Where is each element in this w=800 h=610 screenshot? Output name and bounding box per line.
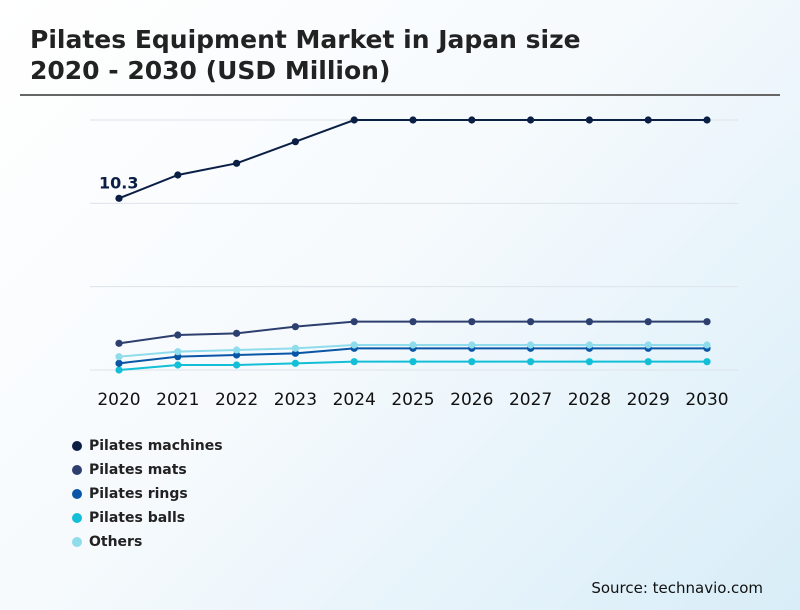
data-point	[174, 171, 182, 179]
data-point	[291, 359, 299, 367]
data-point	[291, 323, 299, 331]
data-point	[644, 341, 652, 349]
data-point	[350, 341, 358, 349]
data-point	[115, 359, 123, 367]
x-tick-label: 2025	[391, 390, 434, 410]
x-tick-label: 2020	[97, 390, 140, 410]
data-point	[703, 341, 711, 349]
data-point	[174, 331, 182, 339]
legend-item: Pilates mats	[72, 458, 223, 482]
chart-legend: Pilates machines Pilates mats Pilates ring…	[72, 434, 223, 554]
data-point	[174, 348, 182, 356]
data-point	[468, 358, 476, 366]
title-divider	[20, 94, 780, 96]
data-point	[585, 358, 594, 366]
data-point	[291, 349, 299, 357]
data-point	[527, 358, 535, 366]
data-point	[233, 329, 241, 337]
legend-marker-icon	[72, 537, 82, 547]
data-point	[644, 358, 652, 366]
line-chart: 2020 2021 2022 2023 2024 2025 2026 2027 2028 2029…	[90, 116, 738, 410]
x-tick-label: 2024	[333, 390, 376, 410]
legend-item: Pilates rings	[72, 482, 223, 506]
data-point	[115, 353, 123, 361]
data-point	[115, 339, 123, 347]
x-tick-label: 2028	[568, 390, 611, 410]
data-point	[527, 341, 535, 349]
data-point	[174, 353, 182, 361]
series-line	[118, 119, 707, 200]
data-point	[585, 318, 594, 326]
legend-marker-icon	[72, 513, 82, 523]
x-tick-label: 2021	[156, 390, 199, 410]
data-point	[350, 318, 358, 326]
data-point	[585, 116, 594, 124]
x-tick-label: 2030	[685, 390, 728, 410]
data-point	[291, 344, 299, 352]
legend-label: Pilates machines	[89, 438, 223, 454]
legend-item: Pilates balls	[72, 506, 223, 530]
data-point	[585, 341, 594, 349]
legend-label: Others	[89, 534, 143, 550]
x-tick-label: 2027	[509, 390, 552, 410]
data-point	[409, 358, 417, 366]
data-point	[644, 116, 652, 124]
x-tick-label: 2026	[450, 390, 493, 410]
data-point	[644, 318, 652, 326]
data-point	[703, 358, 711, 366]
data-point	[468, 318, 476, 326]
data-point	[703, 318, 711, 326]
source-credit: Source: technavio.com	[591, 579, 763, 597]
title-line-2: 2020 - 2030 (USD Million)	[30, 56, 391, 85]
legend-item: Others	[72, 530, 223, 554]
legend-marker-icon	[72, 441, 82, 451]
data-point	[350, 358, 358, 366]
data-point	[350, 116, 358, 124]
legend-marker-icon	[72, 465, 82, 475]
data-point	[233, 361, 241, 369]
legend-label: Pilates balls	[89, 510, 186, 526]
legend-label: Pilates rings	[89, 486, 188, 502]
x-tick-label: 2029	[627, 390, 670, 410]
x-tick-label: 2022	[215, 390, 258, 410]
data-point	[233, 346, 241, 354]
data-point	[409, 318, 417, 326]
page-title: Pilates Equipment Market in Japan size 2…	[30, 24, 581, 86]
x-tick-label: 2023	[274, 390, 317, 410]
legend-label: Pilates mats	[89, 462, 187, 478]
data-point	[174, 361, 182, 369]
data-point	[527, 116, 535, 124]
data-point	[703, 116, 711, 124]
legend-item: Pilates machines	[72, 434, 223, 458]
data-point	[291, 138, 299, 146]
data-point	[468, 116, 476, 124]
title-line-1: Pilates Equipment Market in Japan size	[30, 25, 581, 54]
data-point	[233, 351, 241, 359]
data-point	[115, 194, 123, 202]
legend-marker-icon	[72, 489, 82, 499]
data-point	[527, 318, 535, 326]
data-point	[468, 341, 476, 349]
data-label: 10.3	[99, 173, 138, 192]
data-point	[409, 116, 417, 124]
data-point	[233, 159, 241, 167]
data-point	[115, 366, 123, 374]
data-point	[409, 341, 417, 349]
